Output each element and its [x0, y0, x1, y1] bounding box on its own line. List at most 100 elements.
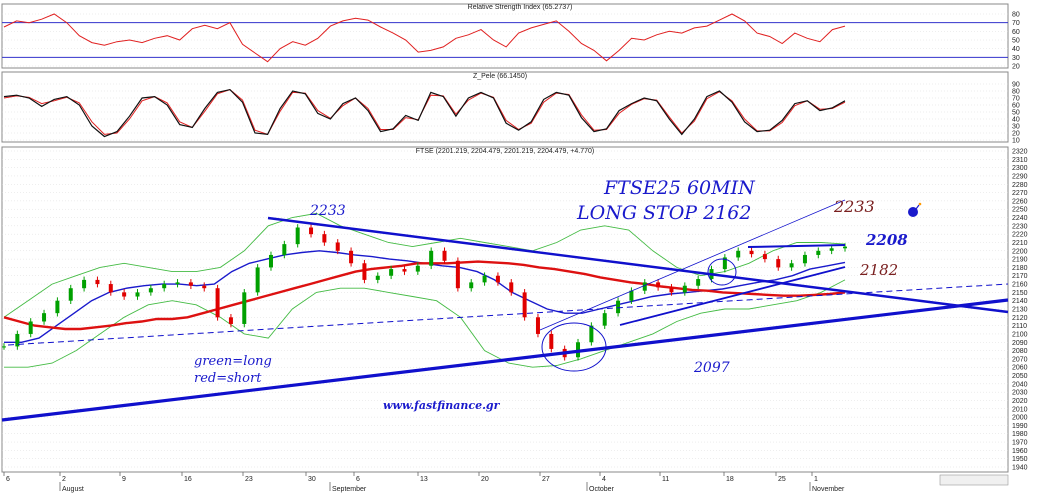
candle-body [42, 313, 47, 322]
breakout-circle [707, 258, 737, 286]
rsi-tick-label: 40 [1012, 46, 1020, 53]
x-axis: 6 2 9 16 23 30 6 13 20 27 4 11 18 25 1 August September O… [2, 471, 1009, 493]
annotation-title-line1: FTSE25 60MIN [603, 177, 756, 199]
month-label: October [589, 486, 615, 493]
price-tick-label: 2030 [1012, 390, 1028, 397]
candle-body [95, 279, 100, 285]
candle-body [656, 282, 661, 288]
candle-body [202, 285, 207, 289]
annotation-website: www.fastfinance.gr [383, 399, 501, 412]
price-tick-label: 2130 [1012, 307, 1028, 314]
candle-body [108, 284, 113, 293]
candle-body [549, 333, 554, 349]
price-tick-label: 2180 [1012, 265, 1028, 272]
candle-body [816, 250, 821, 255]
candle-body [482, 275, 487, 283]
dashed-trendline [7, 283, 1009, 346]
price-tick-label: 2230 [1012, 223, 1028, 230]
candle-body [215, 288, 220, 318]
candle-body [736, 250, 741, 258]
pele-tick-label: 70 [1012, 96, 1020, 103]
candle-body [642, 282, 647, 291]
x-tick-label: 6 [356, 476, 360, 483]
rsi-title: Relative Strength Index (65.2737) [468, 4, 573, 11]
candle-body [602, 313, 607, 326]
candle-body [375, 275, 380, 280]
price-tick-label: 1960 [1012, 448, 1028, 455]
pele-tick-label: 80 [1012, 89, 1020, 96]
candle-body [789, 263, 794, 268]
price-tick-label: 2100 [1012, 331, 1028, 338]
annotation-legend-green: green=long [194, 354, 272, 369]
pele-title: Z_Pele (66.1450) [473, 73, 527, 80]
price-tick-label: 2080 [1012, 348, 1028, 355]
pele-frame [1, 71, 1009, 143]
x-tick-label: 27 [542, 476, 550, 483]
channel-lower-line [619, 266, 846, 326]
candle-body [509, 282, 514, 293]
candle-body [749, 250, 754, 255]
candle-body [762, 254, 767, 260]
candle-body [829, 248, 834, 251]
x-tick-label: 9 [122, 476, 126, 483]
price-tick-label: 2120 [1012, 315, 1028, 322]
candle-body [295, 227, 300, 245]
candle-body [669, 287, 674, 293]
price-tick-label: 2140 [1012, 298, 1028, 305]
candle-body [255, 267, 260, 293]
candle-body [589, 325, 594, 343]
channel-upper-line [539, 199, 846, 331]
x-tick-label: 20 [481, 476, 489, 483]
month-label: November [812, 486, 845, 493]
price-tick-label: 2060 [1012, 365, 1028, 372]
price-tick-label: 2040 [1012, 381, 1028, 388]
candle-body [776, 259, 781, 268]
candle-body [242, 292, 247, 324]
month-label: August [62, 486, 84, 493]
pele-tick-label: 40 [1012, 117, 1020, 124]
pele-tick-label: 90 [1012, 82, 1020, 89]
price-tick-label: 1990 [1012, 423, 1028, 430]
x-tick-label: 2 [62, 476, 66, 483]
upper-trendline [267, 216, 1009, 314]
candle-body [535, 317, 540, 334]
bollinger-lower-band [4, 279, 846, 368]
price-tick-label: 2090 [1012, 340, 1028, 347]
candle-body [469, 282, 474, 289]
bollinger-upper-band [3, 212, 846, 318]
candle-body [629, 290, 634, 301]
candle-body [335, 242, 340, 251]
rsi-frame [1, 3, 1009, 69]
rsi-tick-label: 30 [1012, 55, 1020, 62]
annotation-2233-right: 2233 [833, 197, 875, 216]
chart-scrollbar[interactable] [939, 474, 1009, 486]
price-tick-label: 2250 [1012, 207, 1028, 214]
rsi-tick-label: 50 [1012, 38, 1020, 45]
price-candles [2, 224, 847, 361]
pele-tick-label: 50 [1012, 110, 1020, 117]
x-tick-label: 13 [420, 476, 428, 483]
candle-body [135, 292, 140, 297]
candle-body [162, 284, 167, 289]
x-tick-label: 18 [726, 476, 734, 483]
rsi-series-line [3, 13, 846, 63]
price-tick-label: 1980 [1012, 431, 1028, 438]
candle-body [2, 346, 6, 348]
candle-body [802, 254, 807, 264]
price-tick-label: 2280 [1012, 182, 1028, 189]
moving-average-long [3, 260, 846, 331]
rsi-tick-label: 20 [1012, 64, 1020, 71]
candle-body [843, 246, 847, 249]
price-tick-label: 2150 [1012, 290, 1028, 297]
candle-body [82, 279, 87, 289]
price-panel: FTSE (2201.219, 2204.479, 2201.219, 2204… [1, 146, 1028, 493]
price-tick-label: 1950 [1012, 456, 1028, 463]
candle-body [188, 282, 193, 286]
resistance-2208-line [747, 244, 846, 248]
month-label: September [332, 486, 367, 493]
x-tick-label: 4 [602, 476, 606, 483]
price-tick-label: 2310 [1012, 157, 1028, 164]
